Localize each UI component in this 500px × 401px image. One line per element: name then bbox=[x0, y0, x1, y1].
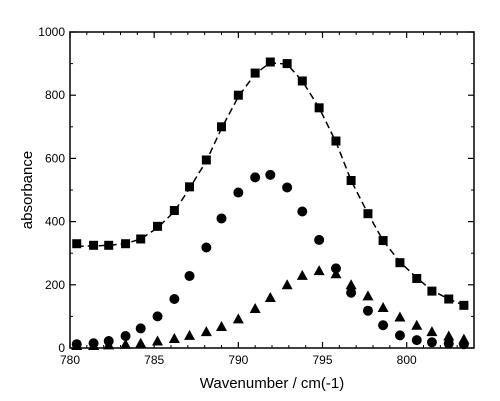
x-tick-label: 790 bbox=[228, 353, 248, 367]
x-tick-label: 780 bbox=[60, 353, 80, 367]
triangle-point bbox=[443, 330, 455, 341]
x-tick-label: 785 bbox=[144, 353, 164, 367]
triangle-point bbox=[216, 321, 227, 332]
square-point bbox=[217, 122, 226, 132]
triangle-point bbox=[394, 311, 406, 322]
square-point bbox=[233, 90, 243, 100]
triangle-point bbox=[168, 333, 180, 344]
triangle-point bbox=[296, 269, 308, 280]
y-tick-label: 600 bbox=[45, 151, 65, 165]
square-point bbox=[395, 258, 405, 268]
y-tick-label: 1000 bbox=[38, 25, 65, 39]
y-axis-title: absorbance bbox=[19, 151, 36, 229]
square-point bbox=[185, 182, 195, 192]
triangle-point bbox=[377, 302, 389, 313]
circle-point bbox=[265, 169, 276, 180]
fit-curve bbox=[76, 61, 465, 306]
circle-point bbox=[282, 182, 293, 193]
square-point bbox=[363, 209, 373, 219]
circle-point bbox=[152, 311, 163, 322]
triangle-point bbox=[103, 339, 115, 350]
triangle-point bbox=[362, 290, 374, 301]
triangle-point bbox=[330, 268, 342, 279]
triangle-point bbox=[313, 265, 325, 276]
square-point bbox=[427, 286, 437, 296]
square-point bbox=[121, 239, 131, 249]
y-tick-label: 200 bbox=[45, 278, 65, 292]
square-point bbox=[250, 68, 260, 78]
circle-point bbox=[184, 270, 195, 281]
square-point bbox=[136, 234, 146, 244]
square-point bbox=[104, 240, 114, 250]
square-point bbox=[378, 236, 388, 246]
triangle-point bbox=[281, 279, 293, 290]
square-point bbox=[153, 221, 163, 231]
triangle-point bbox=[88, 339, 100, 350]
circle-point bbox=[201, 242, 212, 253]
square-point bbox=[201, 155, 211, 165]
circle-point bbox=[297, 206, 308, 217]
circle-point bbox=[216, 213, 227, 224]
x-tick-label: 800 bbox=[397, 353, 417, 367]
square-point bbox=[89, 240, 99, 250]
circle-point bbox=[169, 294, 180, 305]
circle-point bbox=[314, 234, 325, 245]
square-point bbox=[265, 57, 275, 67]
circle-point bbox=[378, 320, 389, 331]
y-tick-label: 400 bbox=[45, 215, 65, 229]
triangle-point bbox=[264, 291, 276, 302]
fit-curve-layer bbox=[76, 61, 465, 306]
x-axis-title: Wavenumber / cm(-1) bbox=[200, 375, 344, 392]
triangle-point bbox=[345, 279, 357, 290]
axis-ticks bbox=[69, 31, 474, 349]
circle-point bbox=[394, 330, 405, 341]
circle-point bbox=[411, 335, 422, 346]
square-point bbox=[412, 273, 422, 283]
circle-point bbox=[346, 287, 357, 298]
square-point bbox=[346, 176, 356, 186]
circle-point bbox=[362, 305, 373, 316]
square-point bbox=[169, 206, 179, 216]
triangle-point bbox=[411, 319, 423, 330]
triangle-point bbox=[120, 338, 132, 349]
circle-point bbox=[135, 323, 146, 334]
square-point bbox=[282, 59, 292, 69]
square-point bbox=[444, 294, 454, 304]
square-point bbox=[314, 103, 324, 113]
square-point bbox=[459, 300, 469, 310]
triangle-point bbox=[458, 333, 470, 344]
triangle-point bbox=[426, 326, 438, 337]
axis-tick-labels: 780 785 790 795 800 0 200 400 600 800 1000 bbox=[38, 25, 417, 367]
triangle-point bbox=[200, 326, 212, 337]
circle-point bbox=[426, 337, 437, 348]
triangle-point bbox=[152, 335, 164, 346]
y-tick-label: 0 bbox=[58, 341, 65, 355]
circle-point bbox=[120, 330, 131, 341]
circle-point bbox=[233, 187, 244, 198]
square-point bbox=[331, 136, 341, 146]
x-tick-label: 795 bbox=[312, 353, 332, 367]
square-point bbox=[297, 76, 307, 86]
data-points-layer bbox=[71, 57, 470, 350]
triangle-point bbox=[71, 339, 83, 350]
triangle-point bbox=[184, 329, 196, 340]
y-tick-label: 800 bbox=[45, 88, 65, 102]
triangle-point bbox=[135, 337, 147, 348]
triangle-point bbox=[249, 303, 261, 313]
square-point bbox=[72, 239, 82, 249]
circle-point bbox=[250, 172, 261, 183]
circle-point bbox=[443, 338, 454, 349]
triangle-point bbox=[232, 313, 244, 324]
